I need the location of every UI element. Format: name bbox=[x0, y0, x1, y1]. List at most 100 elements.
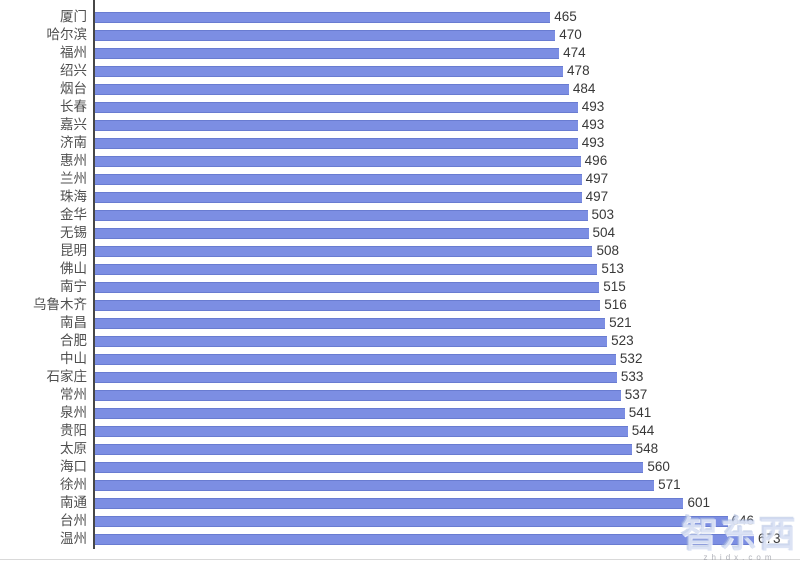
category-label: 贵阳 bbox=[60, 423, 87, 438]
chart-row: 乌鲁木齐 516 bbox=[0, 296, 800, 314]
value-label: 497 bbox=[585, 171, 609, 186]
bar bbox=[95, 65, 564, 77]
category-label: 合肥 bbox=[60, 333, 87, 348]
bar bbox=[95, 11, 551, 23]
chart-row: 石家庄 533 bbox=[0, 368, 800, 386]
bar bbox=[95, 299, 601, 311]
bar-track: 548 bbox=[95, 440, 800, 458]
value-label: 673 bbox=[757, 531, 781, 546]
value-label: 560 bbox=[647, 459, 670, 474]
chart-rows: 厦门 465 哈尔滨 470 福州 474 绍兴 478 烟台 484 长春 493 嘉兴 493 济南 49… bbox=[0, 8, 800, 548]
category-label: 金华 bbox=[60, 207, 87, 222]
bar bbox=[95, 245, 593, 257]
value-label: 523 bbox=[611, 333, 634, 348]
bar-track: 523 bbox=[95, 332, 800, 350]
category-label: 烟台 bbox=[60, 81, 87, 96]
bar-track: 513 bbox=[95, 260, 800, 278]
category-label: 海口 bbox=[60, 459, 87, 474]
category-label: 惠州 bbox=[60, 153, 87, 168]
bar bbox=[95, 263, 598, 275]
value-label: 532 bbox=[619, 351, 643, 366]
value-label: 513 bbox=[601, 261, 624, 276]
value-label: 493 bbox=[581, 135, 605, 150]
category-label: 兰州 bbox=[60, 171, 87, 186]
bar-track: 493 bbox=[95, 98, 800, 116]
bottom-divider bbox=[0, 559, 800, 560]
chart-row: 佛山 513 bbox=[0, 260, 800, 278]
bar-track: 504 bbox=[95, 224, 800, 242]
bar-track: 465 bbox=[95, 8, 800, 26]
category-label: 台州 bbox=[60, 513, 87, 528]
bar bbox=[95, 515, 728, 527]
category-label: 济南 bbox=[60, 135, 87, 150]
value-label: 470 bbox=[559, 27, 582, 42]
chart-row: 济南 493 bbox=[0, 134, 800, 152]
category-label: 南宁 bbox=[60, 279, 87, 294]
value-label: 521 bbox=[609, 315, 632, 330]
bar bbox=[95, 533, 754, 545]
bar-track: 493 bbox=[95, 134, 800, 152]
bar-track: 601 bbox=[95, 494, 800, 512]
chart-row: 南昌 521 bbox=[0, 314, 800, 332]
chart-row: 太原 548 bbox=[0, 440, 800, 458]
bar bbox=[95, 443, 632, 455]
bar bbox=[95, 83, 569, 95]
bar-track: 497 bbox=[95, 170, 800, 188]
value-label: 493 bbox=[581, 117, 605, 132]
y-axis-line bbox=[93, 0, 95, 549]
watermark-subtext: zhidx.com bbox=[703, 553, 776, 562]
bar bbox=[95, 479, 655, 491]
bar-track: 571 bbox=[95, 476, 800, 494]
category-label: 南通 bbox=[60, 495, 87, 510]
chart-row: 徐州 571 bbox=[0, 476, 800, 494]
category-label: 中山 bbox=[60, 351, 87, 366]
chart-row: 珠海 497 bbox=[0, 188, 800, 206]
chart-row: 常州 537 bbox=[0, 386, 800, 404]
chart-row: 海口 560 bbox=[0, 458, 800, 476]
chart-row: 泉州 541 bbox=[0, 404, 800, 422]
category-label: 厦门 bbox=[60, 9, 87, 24]
value-label: 537 bbox=[624, 387, 648, 402]
bar bbox=[95, 317, 606, 329]
chart-row: 兰州 497 bbox=[0, 170, 800, 188]
bar-track: 503 bbox=[95, 206, 800, 224]
chart-row: 厦门 465 bbox=[0, 8, 800, 26]
category-label: 温州 bbox=[60, 531, 87, 546]
bar-track: 673 bbox=[95, 530, 800, 548]
category-label: 佛山 bbox=[60, 261, 87, 276]
bar-track: 470 bbox=[95, 26, 800, 44]
bar bbox=[95, 497, 684, 509]
category-label: 徐州 bbox=[60, 477, 87, 492]
chart-row: 嘉兴 493 bbox=[0, 116, 800, 134]
category-label: 常州 bbox=[60, 387, 87, 402]
bar bbox=[95, 101, 578, 113]
value-label: 544 bbox=[631, 423, 655, 438]
chart-row: 中山 532 bbox=[0, 350, 800, 368]
bar-track: 478 bbox=[95, 62, 800, 80]
bar-track: 646 bbox=[95, 512, 800, 530]
chart-row: 贵阳 544 bbox=[0, 422, 800, 440]
bar bbox=[95, 371, 617, 383]
bar-track: 541 bbox=[95, 404, 800, 422]
category-label: 乌鲁木齐 bbox=[33, 297, 87, 312]
bar-track: 532 bbox=[95, 350, 800, 368]
chart-row: 温州 673 bbox=[0, 530, 800, 548]
value-label: 504 bbox=[592, 225, 616, 240]
bar bbox=[95, 137, 578, 149]
category-label: 珠海 bbox=[60, 189, 87, 204]
bar-track: 515 bbox=[95, 278, 800, 296]
bar-track: 496 bbox=[95, 152, 800, 170]
bar-track: 474 bbox=[95, 44, 800, 62]
chart-row: 烟台 484 bbox=[0, 80, 800, 98]
category-label: 太原 bbox=[60, 441, 87, 456]
value-label: 516 bbox=[604, 297, 627, 312]
value-label: 601 bbox=[687, 495, 710, 510]
bar-track: 560 bbox=[95, 458, 800, 476]
category-label: 昆明 bbox=[60, 243, 87, 258]
chart-row: 无锡 504 bbox=[0, 224, 800, 242]
chart-row: 南通 601 bbox=[0, 494, 800, 512]
bar bbox=[95, 119, 578, 131]
value-label: 515 bbox=[603, 279, 626, 294]
value-label: 646 bbox=[731, 513, 755, 528]
